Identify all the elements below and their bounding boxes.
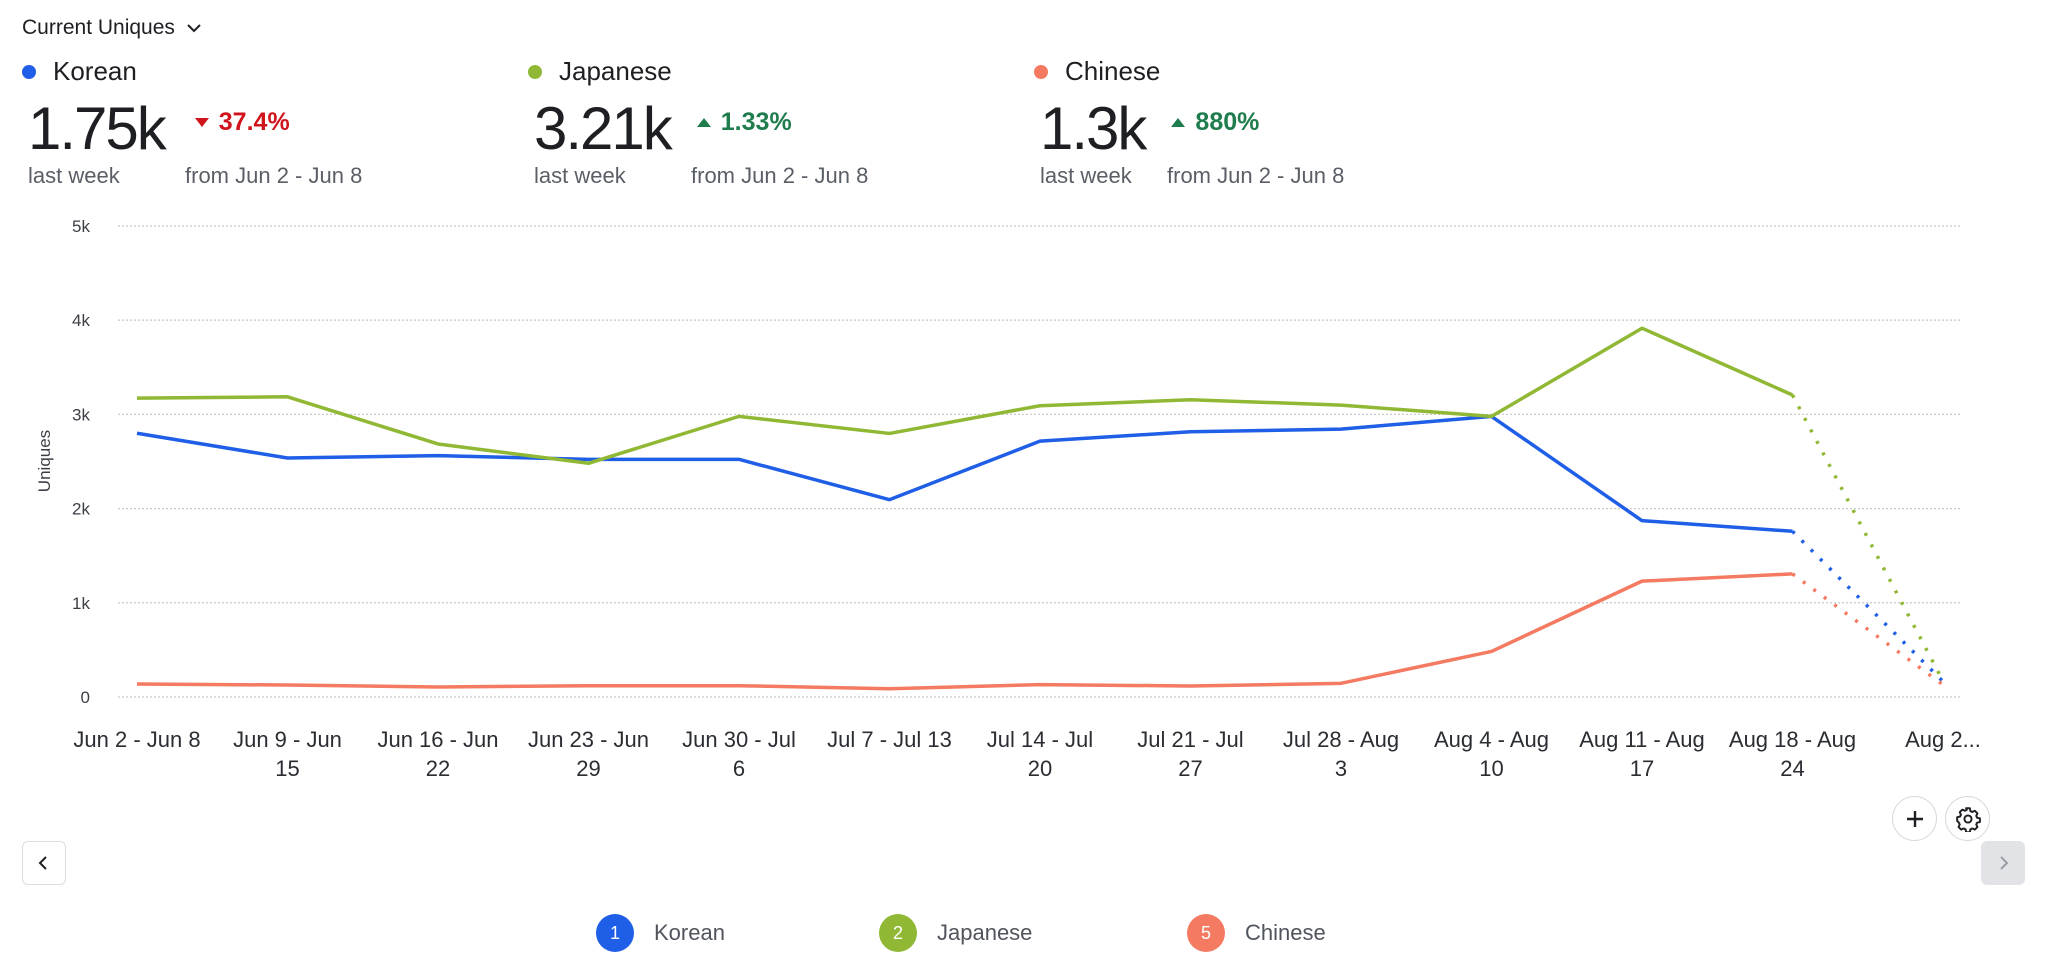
metric-dropdown[interactable]: Current Uniques bbox=[22, 16, 203, 40]
kpi-value: 3.21k bbox=[534, 95, 673, 162]
kpi-chinese: Chinese 1.3k 880% last week from Jun 2 - … bbox=[1034, 56, 1345, 189]
chevron-left-icon bbox=[38, 856, 47, 870]
x-tick-label: Jul 7 - Jul 13 bbox=[827, 727, 952, 752]
next-page-button[interactable] bbox=[1981, 841, 2025, 885]
x-tick-label: Jun 2 - Jun 8 bbox=[73, 727, 200, 752]
series-line-korean bbox=[136, 414, 1793, 534]
kpi-japanese: Japanese 3.21k 1.33% last week from Jun 2… bbox=[528, 56, 869, 189]
series-projection-chinese bbox=[1791, 572, 1945, 687]
triangle-up-icon bbox=[696, 118, 711, 127]
legend-item-chinese[interactable]: 5 Chinese bbox=[1187, 914, 1326, 952]
metric-dropdown-label: Current Uniques bbox=[22, 16, 175, 39]
y-tick-label: 0 bbox=[81, 688, 90, 707]
kpi-change: 880% bbox=[1195, 108, 1260, 136]
add-button[interactable] bbox=[1892, 796, 1937, 841]
y-tick-label: 1k bbox=[72, 594, 90, 613]
x-tick-label: Jun 16 - Jun 22 bbox=[377, 727, 498, 781]
y-tick-label: 5k bbox=[72, 217, 90, 236]
kpi-korean: Korean 1.75k 37.4% last week from Jun 2 -… bbox=[22, 56, 363, 189]
previous-page-button[interactable] bbox=[22, 841, 66, 885]
kpi-series-name: Chinese bbox=[1065, 56, 1161, 86]
y-tick-label: 3k bbox=[72, 405, 90, 424]
series-projection-korean bbox=[1791, 530, 1945, 683]
gear-icon bbox=[1955, 806, 1981, 832]
kpi-value: 1.75k bbox=[28, 95, 167, 162]
legend-label: Chinese bbox=[1245, 920, 1326, 945]
line-chart: 0 1k 2k 3k 4k 5k Uniques Jun 2 - Jun 8 Jun 9 - J… bbox=[35, 217, 1981, 781]
series-dot-icon bbox=[1034, 64, 1048, 79]
x-tick-label: Jun 9 - Jun 15 bbox=[233, 727, 342, 781]
kpi-comparison: from Jun 2 - Jun 8 bbox=[1167, 163, 1345, 188]
chevron-down-icon bbox=[187, 24, 201, 33]
kpi-comparison: from Jun 2 - Jun 8 bbox=[691, 163, 869, 188]
settings-button[interactable] bbox=[1945, 796, 1990, 841]
kpi-caption: last week bbox=[534, 163, 626, 188]
legend-item-japanese[interactable]: 2 Japanese bbox=[879, 914, 1032, 952]
kpi-value: 1.3k bbox=[1040, 95, 1147, 162]
kpi-caption: last week bbox=[1040, 163, 1132, 188]
triangle-down-icon bbox=[194, 118, 209, 127]
x-tick-label: Jul 14 - Jul 20 bbox=[987, 727, 1093, 781]
x-tick-label: Aug 18 - Aug 24 bbox=[1729, 727, 1856, 781]
x-tick-label: Jun 23 - Jun 29 bbox=[528, 727, 649, 781]
kpi-comparison: from Jun 2 - Jun 8 bbox=[185, 163, 363, 188]
x-tick-label: Jun 30 - Jul 6 bbox=[682, 727, 796, 781]
x-tick-label: Jul 28 - Aug 3 bbox=[1283, 727, 1399, 781]
legend-item-korean[interactable]: 1 Korean bbox=[596, 914, 725, 952]
y-axis-label: Uniques bbox=[35, 430, 54, 492]
x-tick-label: Aug 2... bbox=[1905, 727, 1981, 752]
x-tick-label: Aug 4 - Aug 10 bbox=[1434, 727, 1549, 781]
kpi-change: 37.4% bbox=[218, 108, 290, 136]
series-line-chinese bbox=[136, 572, 1793, 691]
plus-icon bbox=[1906, 810, 1923, 827]
legend-badge: 5 bbox=[1187, 914, 1225, 952]
series-dot-icon bbox=[22, 64, 36, 79]
x-tick-label: Jul 21 - Jul 27 bbox=[1137, 727, 1243, 781]
legend-label: Japanese bbox=[937, 920, 1033, 945]
series-line-japanese bbox=[136, 326, 1794, 466]
kpi-series-name: Japanese bbox=[559, 56, 672, 86]
x-tick-label: Aug 11 - Aug 17 bbox=[1579, 727, 1705, 781]
kpi-caption: last week bbox=[28, 163, 120, 188]
legend-badge: 2 bbox=[879, 914, 917, 952]
legend-label: Korean bbox=[654, 920, 725, 945]
series-dot-icon bbox=[528, 64, 542, 79]
y-tick-label: 2k bbox=[72, 500, 90, 519]
legend-badge: 1 bbox=[596, 914, 634, 952]
y-tick-label: 4k bbox=[72, 311, 90, 330]
series-projection-japanese bbox=[1790, 394, 1945, 682]
chevron-right-icon bbox=[2000, 856, 2009, 870]
kpi-change: 1.33% bbox=[720, 108, 792, 136]
kpi-series-name: Korean bbox=[53, 56, 137, 86]
triangle-up-icon bbox=[1171, 118, 1186, 127]
